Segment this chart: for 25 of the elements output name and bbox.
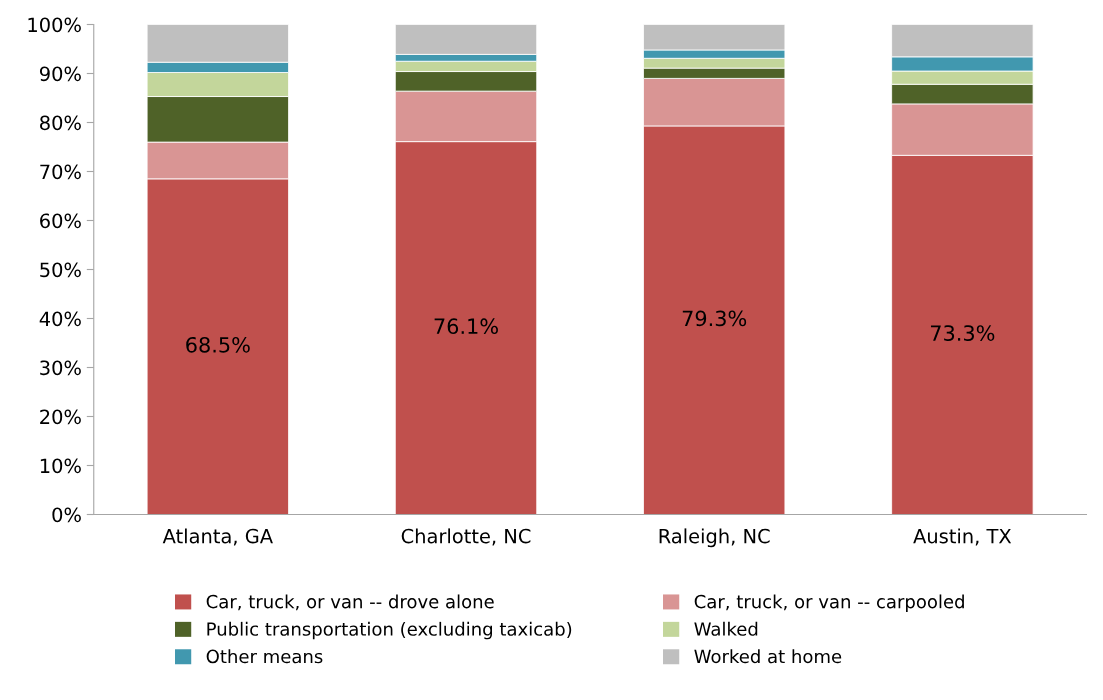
data-label: 76.1%: [434, 318, 498, 335]
y-tick-label: 60%: [40, 213, 81, 229]
y-tick-label: 90%: [39, 66, 81, 82]
legend-label: Car, truck, or van -- carpooled: [694, 594, 964, 612]
legend-label: Public transportation (excluding taxicab): [207, 621, 572, 640]
y-tick-label: 10%: [40, 458, 81, 474]
x-tick-label: Austin, TX: [913, 528, 1012, 546]
y-tick-label: 70%: [40, 164, 81, 180]
y-tick-label: 40%: [39, 311, 81, 327]
y-tick-label: 80%: [40, 115, 81, 131]
y-tick-label: 50%: [40, 262, 81, 278]
x-tick-label: Charlotte, NC: [401, 528, 531, 546]
data-label: 73.3%: [930, 325, 995, 341]
data-label: 68.5%: [186, 336, 250, 353]
data-label: 79.3%: [682, 310, 747, 327]
x-tick-label: Raleigh, NC: [659, 528, 770, 548]
legend-label: Walked: [694, 621, 758, 636]
legend-label: Worked at home: [694, 649, 842, 664]
y-tick-label: 0%: [52, 507, 81, 523]
y-tick-label: 100%: [28, 17, 81, 33]
legend-label: Other means: [206, 649, 323, 664]
y-tick-label: 20%: [40, 409, 81, 425]
legend-label: Car, truck, or van -- drove alone: [206, 594, 494, 611]
x-tick-label: Atlanta, GA: [162, 528, 273, 546]
y-tick-label: 30%: [40, 360, 81, 376]
